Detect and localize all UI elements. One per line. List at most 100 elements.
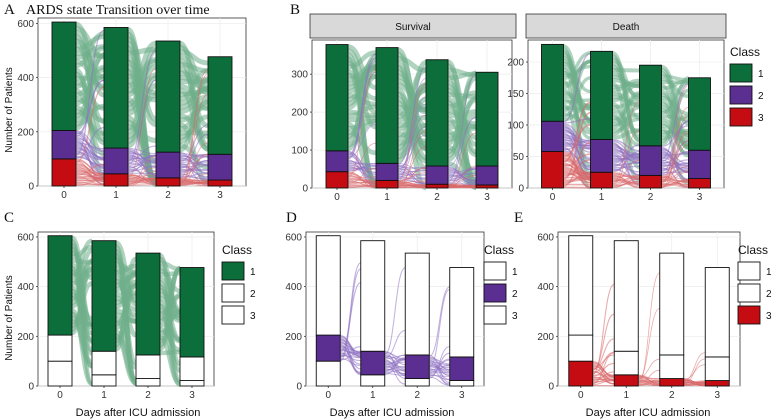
- flow-line-class-1: [612, 105, 640, 137]
- legend-title: Class: [484, 243, 514, 257]
- flow-line-class-3: [75, 167, 105, 177]
- y-tick-label: 200: [537, 332, 554, 343]
- bar-day1-class2: [613, 350, 639, 376]
- flow-line-class-3: [683, 352, 706, 382]
- flow-line-class-3: [563, 124, 591, 158]
- flow-line-class-2: [127, 148, 157, 155]
- flow-line-class-1: [347, 44, 377, 90]
- flow-line-class-2: [397, 170, 427, 174]
- flow-line-class-1: [563, 103, 591, 122]
- legend-key-2: [729, 85, 753, 105]
- bar-day2-class1: [425, 59, 449, 167]
- bar-day1-class2: [103, 147, 129, 175]
- flow-line-class-3: [592, 380, 615, 383]
- legend-key-2: [737, 283, 761, 303]
- flow-line-class-2: [179, 156, 209, 173]
- flow-line-class-2: [179, 133, 209, 170]
- x-tick-label: 0: [325, 390, 331, 401]
- flow-line-class-3: [563, 163, 591, 177]
- flow-line-class-2: [347, 166, 377, 180]
- flow-line-class-3: [127, 156, 157, 186]
- flow-line-class-3: [75, 163, 105, 176]
- bar-day2-class3: [404, 378, 430, 387]
- legend-label-1: 1: [766, 267, 772, 278]
- flow-line-class-3: [75, 179, 105, 187]
- flow-line-class-2: [347, 162, 377, 172]
- flow-line-class-2: [447, 173, 477, 182]
- flow-line-class-1: [563, 76, 591, 119]
- flow-line-class-1: [660, 88, 690, 147]
- y-tick-label: 0: [28, 382, 34, 393]
- legend-key-3: [221, 305, 245, 325]
- flow-line-class-1: [661, 81, 689, 115]
- flow-layer: [74, 21, 210, 188]
- bar-day1-class2: [590, 139, 613, 173]
- flow-line-class-2: [347, 167, 377, 171]
- legend-key-2: [221, 283, 245, 303]
- flow-line-class-1: [179, 86, 209, 110]
- flow-line-class-3: [347, 179, 377, 183]
- flow-line-class-2: [179, 160, 209, 176]
- flow-line-class-2: [384, 354, 406, 366]
- flow-line-class-3: [127, 167, 157, 180]
- x-tick-label: 2: [414, 390, 420, 401]
- legend: Class 1 2 3: [483, 243, 518, 325]
- flow-line-class-1: [347, 50, 377, 70]
- bar-day3-class2: [207, 153, 233, 181]
- bar-day2-class2: [639, 145, 662, 176]
- legend-key-3: [483, 305, 507, 325]
- panel-letter-b: B: [290, 2, 300, 18]
- x-tick-label: 2: [434, 192, 440, 203]
- legend-label-1: 1: [512, 267, 518, 278]
- y-tick-label: 0: [548, 382, 554, 393]
- legend-label-3: 3: [512, 311, 518, 322]
- flow-line-class-2: [661, 83, 689, 160]
- x-tick-label: 0: [578, 390, 584, 401]
- flow-line-class-3: [661, 85, 689, 183]
- flow-line-class-2: [384, 368, 406, 375]
- bar-day0-class2: [541, 120, 564, 152]
- legend: Class 1 2 3: [221, 243, 256, 325]
- flow-line-class-1: [127, 40, 157, 98]
- y-tick-label: 0: [296, 382, 302, 393]
- flow-line-class-2: [347, 60, 377, 160]
- flow-line-class-3: [563, 153, 591, 168]
- bar-day2-class3: [639, 174, 662, 189]
- panel-e: 0 200 400 600 0 1 2 3: [537, 231, 741, 401]
- flow-line-class-2: [384, 359, 406, 379]
- flow-line-class-2: [179, 124, 209, 163]
- flow-line-class-1: [563, 51, 591, 81]
- flow-line-class-3: [638, 358, 660, 378]
- flow-line-class-1: [446, 70, 478, 159]
- bar-day1-class2: [360, 350, 386, 376]
- flow-line-class-3: [397, 183, 427, 187]
- bar-day2-class2: [135, 354, 161, 379]
- flow-line-class-3: [563, 141, 591, 187]
- y-tick-label: 200: [507, 58, 524, 69]
- flow-line-class-2: [384, 357, 406, 372]
- flow-line-class-3: [397, 180, 427, 184]
- x-tick-label: 1: [101, 390, 107, 401]
- panel-letter-e: E: [514, 210, 523, 226]
- flow-line-class-3: [179, 153, 209, 186]
- y-tick-label: 400: [17, 73, 34, 84]
- bar-day3-class2: [449, 356, 475, 381]
- flow-line-class-3: [127, 177, 157, 184]
- bar-day0-class3: [325, 171, 349, 189]
- flow-line-class-1: [612, 117, 640, 133]
- flow-line-class-3: [592, 313, 615, 371]
- flow-line-class-2: [75, 148, 105, 161]
- flow-line-class-3: [397, 83, 427, 182]
- y-tick-label: 600: [285, 232, 302, 243]
- flow-line-class-2: [661, 120, 689, 173]
- x-tick-label: 2: [648, 192, 654, 203]
- flow-line-class-2: [75, 147, 105, 158]
- legend-key-1: [221, 261, 245, 281]
- flow-line-class-1: [396, 59, 428, 164]
- flow-line-class-2: [563, 150, 591, 167]
- y-tick-label: 400: [285, 282, 302, 293]
- flow-line-class-3: [347, 184, 377, 189]
- legends-layer: Class 1 2 3 Class 1 2 3 Class 1 2 3 Class 1 2 3: [221, 45, 772, 325]
- flow-line-class-3: [75, 178, 105, 184]
